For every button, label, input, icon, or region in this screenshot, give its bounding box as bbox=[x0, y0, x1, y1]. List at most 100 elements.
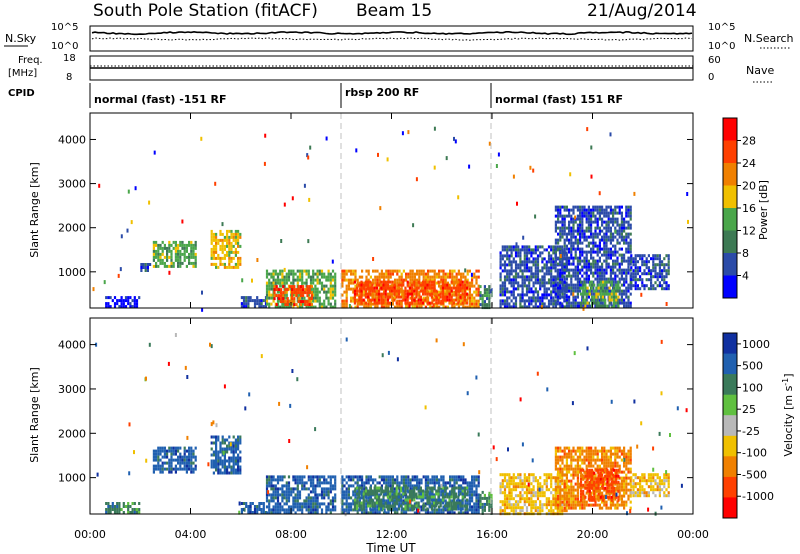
data-cell bbox=[234, 241, 237, 245]
data-cell bbox=[473, 272, 476, 276]
data-cell bbox=[585, 250, 588, 254]
data-cell bbox=[453, 475, 456, 479]
data-cell bbox=[345, 475, 348, 479]
data-cell bbox=[532, 281, 535, 285]
data-cell bbox=[581, 247, 584, 251]
data-cell bbox=[360, 286, 363, 290]
data-cell bbox=[361, 490, 364, 494]
data-cell bbox=[416, 272, 419, 276]
data-cell bbox=[625, 259, 628, 263]
data-cell bbox=[157, 264, 160, 268]
data-cell bbox=[607, 262, 610, 266]
data-cell bbox=[230, 468, 233, 472]
data-cell bbox=[468, 290, 471, 294]
data-cell bbox=[318, 272, 321, 276]
data-cell bbox=[440, 278, 443, 282]
data-cell bbox=[389, 286, 392, 290]
data-cell bbox=[380, 286, 383, 290]
data-cell bbox=[276, 487, 280, 491]
data-cell bbox=[596, 298, 599, 302]
data-cell bbox=[369, 501, 372, 505]
data-cell bbox=[323, 287, 326, 291]
data-cell bbox=[587, 241, 590, 245]
data-cell bbox=[634, 284, 637, 288]
data-cell bbox=[523, 254, 526, 258]
data-cell bbox=[219, 462, 222, 466]
data-cell bbox=[177, 264, 180, 268]
data-cell bbox=[380, 504, 383, 508]
data-cell bbox=[190, 240, 193, 244]
data-cell bbox=[519, 260, 522, 264]
data-cell bbox=[608, 301, 611, 305]
data-cell bbox=[552, 281, 555, 285]
data-cell bbox=[579, 283, 582, 287]
data-cell bbox=[353, 301, 356, 305]
data-cell bbox=[464, 275, 467, 279]
data-cell bbox=[479, 493, 482, 497]
data-cell bbox=[305, 281, 308, 285]
data-cell bbox=[314, 487, 317, 491]
data-cell bbox=[598, 304, 601, 308]
data-cell bbox=[545, 293, 548, 297]
data-cell bbox=[510, 254, 513, 258]
data-cell bbox=[444, 295, 447, 299]
data-cell bbox=[402, 478, 405, 482]
data-cell bbox=[612, 253, 615, 257]
data-cell bbox=[605, 277, 608, 281]
data-cell bbox=[643, 254, 646, 258]
data-cell bbox=[572, 271, 575, 275]
data-cell bbox=[400, 489, 403, 493]
data-cell bbox=[587, 220, 590, 224]
data-cell bbox=[239, 441, 242, 445]
data-cell bbox=[550, 290, 553, 294]
data-cell bbox=[327, 493, 330, 497]
data-cell bbox=[585, 262, 588, 266]
data-cell bbox=[462, 275, 465, 279]
data-cell bbox=[295, 294, 298, 298]
data-cell bbox=[181, 261, 184, 265]
noise-cell bbox=[445, 156, 448, 161]
data-cell bbox=[226, 241, 229, 245]
noise-cell bbox=[201, 307, 204, 312]
data-cell bbox=[574, 247, 577, 251]
data-cell bbox=[316, 493, 319, 497]
data-cell bbox=[172, 446, 175, 450]
data-cell bbox=[616, 232, 619, 236]
data-cell bbox=[583, 262, 586, 266]
data-cell bbox=[356, 486, 359, 490]
data-cell bbox=[268, 290, 271, 294]
data-cell bbox=[274, 305, 277, 309]
data-cell bbox=[463, 301, 466, 305]
data-cell bbox=[301, 475, 304, 479]
data-cell bbox=[215, 453, 218, 457]
data-cell bbox=[217, 453, 220, 457]
data-cell bbox=[345, 487, 348, 491]
data-cell bbox=[384, 301, 387, 305]
data-cell bbox=[572, 211, 575, 215]
data-cell bbox=[438, 296, 441, 300]
data-cell bbox=[279, 478, 282, 482]
data-cell bbox=[572, 286, 575, 290]
data-cell bbox=[510, 251, 513, 255]
data-cell bbox=[163, 449, 166, 453]
data-cell bbox=[391, 280, 394, 284]
data-cell bbox=[301, 484, 304, 488]
data-cell bbox=[413, 511, 416, 515]
data-cell bbox=[438, 481, 441, 485]
data-cell bbox=[239, 256, 242, 260]
data-cell bbox=[354, 287, 357, 291]
data-cell bbox=[627, 235, 630, 239]
data-cell bbox=[563, 241, 566, 245]
data-cell bbox=[152, 470, 155, 474]
data-cell bbox=[461, 292, 464, 296]
data-cell bbox=[579, 241, 582, 245]
data-cell bbox=[634, 266, 637, 270]
data-cell bbox=[190, 467, 193, 471]
data-cell bbox=[612, 265, 615, 269]
data-cell bbox=[256, 505, 259, 508]
data-cell bbox=[561, 292, 564, 296]
data-cell bbox=[270, 296, 273, 300]
data-cell bbox=[177, 246, 180, 250]
data-cell bbox=[561, 217, 564, 221]
data-cell bbox=[461, 280, 464, 284]
